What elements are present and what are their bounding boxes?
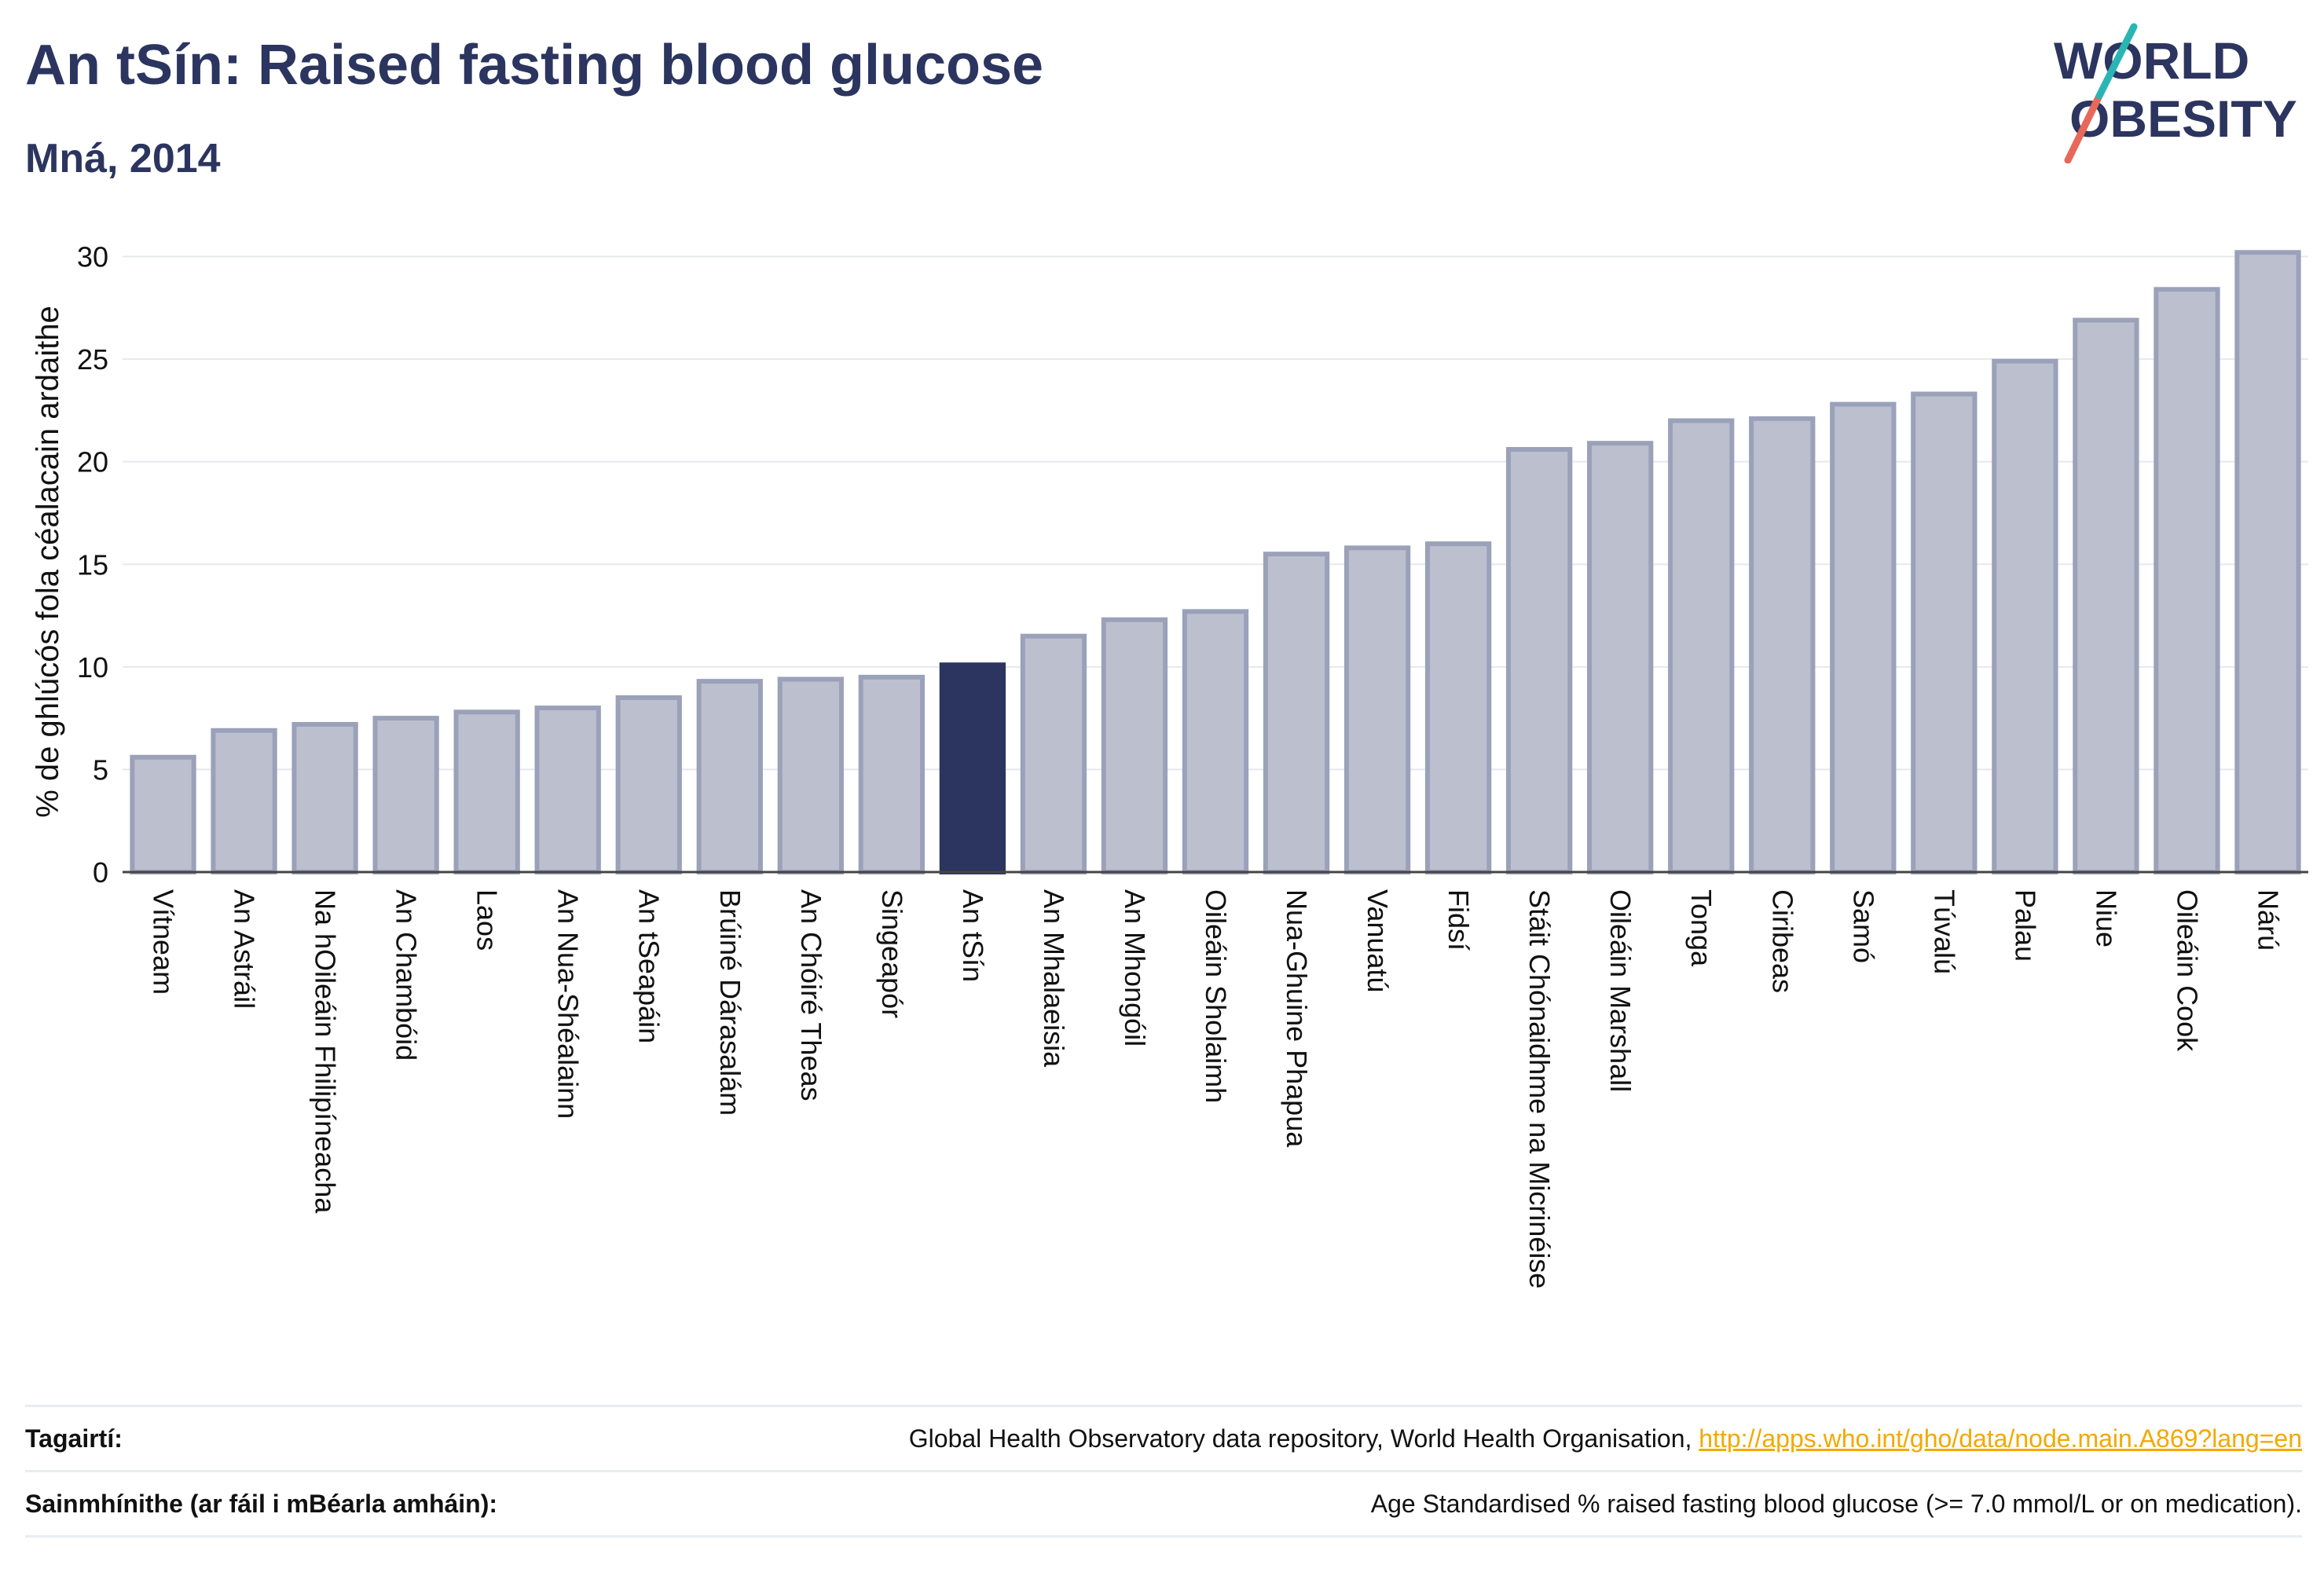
logo-slash-coral [2064,92,2103,163]
x-tick-label: Palau [2009,889,2041,962]
logo-slash-teal [2095,23,2138,100]
x-tick-label: An tSeapáin [633,889,665,1043]
y-tick-label: 20 [77,446,108,478]
bar[interactable] [939,662,1006,874]
bar[interactable] [1343,545,1411,874]
x-tick-label: Niue [2090,889,2122,947]
bar[interactable] [1424,541,1492,874]
bar[interactable] [372,716,439,874]
y-tick-label: 0 [93,856,108,889]
x-tick-label: An Astráil [229,889,261,1009]
bar[interactable] [1101,617,1168,874]
x-tick-label: An Chambóid [390,889,423,1061]
definitions-row: Sainmhínithe (ar fáil i mBéarla amháin):… [25,1470,2302,1538]
x-tick-label: Oileáin Marshall [1604,889,1637,1092]
x-axis-labels: Vítneam An Astráil Na hOileáin Fhilipíneac… [148,889,2285,1288]
x-tick-label: Ciribeas [1766,889,1798,993]
bar[interactable] [2073,317,2139,874]
x-tick-label: Oileáin Sholaimh [1200,889,1232,1103]
x-tick-label: Nua-Ghuine Phapua [1281,889,1313,1148]
logo-text-line2: OBESITY [2069,90,2297,148]
definitions-label: Sainmhínithe (ar fáil i mBéarla amháin): [25,1489,498,1518]
x-tick-label: Singeapór [876,889,908,1018]
world-obesity-logo: WORLD OBESITY [2054,23,2297,163]
bar[interactable] [777,676,844,874]
y-axis-ticks: 0 5 10 15 20 25 30 [77,241,108,889]
logo-text-line1: WORLD [2054,31,2249,90]
bar[interactable] [1182,609,1249,874]
y-axis-title: % de ghlúcós fola céalacain ardaithe [31,306,65,818]
references-text: Global Health Observatory data repositor… [908,1424,1699,1453]
x-tick-label: An Nua-Shéalainn [552,889,585,1119]
bar[interactable] [1911,391,1978,874]
bar[interactable] [696,679,763,874]
x-tick-label: An tSín [957,889,989,982]
y-tick-label: 25 [77,343,108,376]
x-tick-label: Brúiné Dárasalám [714,889,746,1116]
x-tick-label: An Chóiré Theas [795,889,827,1101]
chart-title: An tSín: Raised fasting blood glucose [25,34,1044,97]
x-tick-label: Samó [1847,889,1879,963]
x-tick-label: Fidsí [1442,889,1475,951]
bar[interactable] [1668,418,1735,874]
references-label: Tagairtí: [25,1424,123,1453]
definitions-text: Age Standardised % raised fasting blood … [1370,1489,2302,1518]
bar[interactable] [615,695,682,875]
bar[interactable] [130,754,196,875]
bar[interactable] [1020,633,1087,874]
bars [130,250,2301,875]
bar[interactable] [534,706,601,875]
bar[interactable] [1749,416,1816,874]
y-tick-label: 5 [93,753,108,786]
x-tick-label: An Mhalaeisia [1038,889,1070,1068]
footer-table: Tagairtí: Global Health Observatory data… [25,1405,2302,1538]
bar[interactable] [453,709,520,875]
bar[interactable] [2154,287,2220,875]
bar[interactable] [291,721,358,874]
references-row: Tagairtí: Global Health Observatory data… [25,1405,2302,1470]
x-tick-label: Na hOileáin Fhilipíneacha [310,889,342,1214]
bar-chart: 0 5 10 15 20 25 30 Vítneam An Astráil Na hOileái… [31,241,2308,1288]
bar[interactable] [1992,358,2058,874]
references-link[interactable]: http://apps.who.int/gho/data/node.main.A… [1699,1424,2302,1453]
x-tick-label: Túvalú [1928,889,1960,974]
chart-subtitle: Mná, 2014 [25,136,221,181]
bar[interactable] [211,728,277,874]
references-value: Global Health Observatory data repositor… [909,1424,2302,1453]
bar[interactable] [1587,441,1654,874]
x-tick-label: Vanuatú [1362,889,1394,992]
bar[interactable] [2234,250,2301,874]
y-tick-label: 15 [77,548,108,581]
x-tick-label: Vítneam [148,889,180,995]
bar[interactable] [1263,552,1330,874]
x-tick-label: Nárú [2252,889,2284,951]
y-tick-label: 30 [77,241,108,273]
bar[interactable] [1505,447,1573,874]
x-tick-label: Laos [471,889,504,951]
x-tick-label: Tonga [1685,889,1717,967]
x-tick-label: Stáit Chónaidhme na Micrinéise [1523,889,1556,1288]
bar[interactable] [858,674,926,874]
y-tick-label: 10 [77,651,108,684]
x-tick-label: An Mhongóil [1119,889,1151,1046]
bar[interactable] [1830,401,1897,874]
x-tick-label: Oileáin Cook [2171,889,2203,1052]
